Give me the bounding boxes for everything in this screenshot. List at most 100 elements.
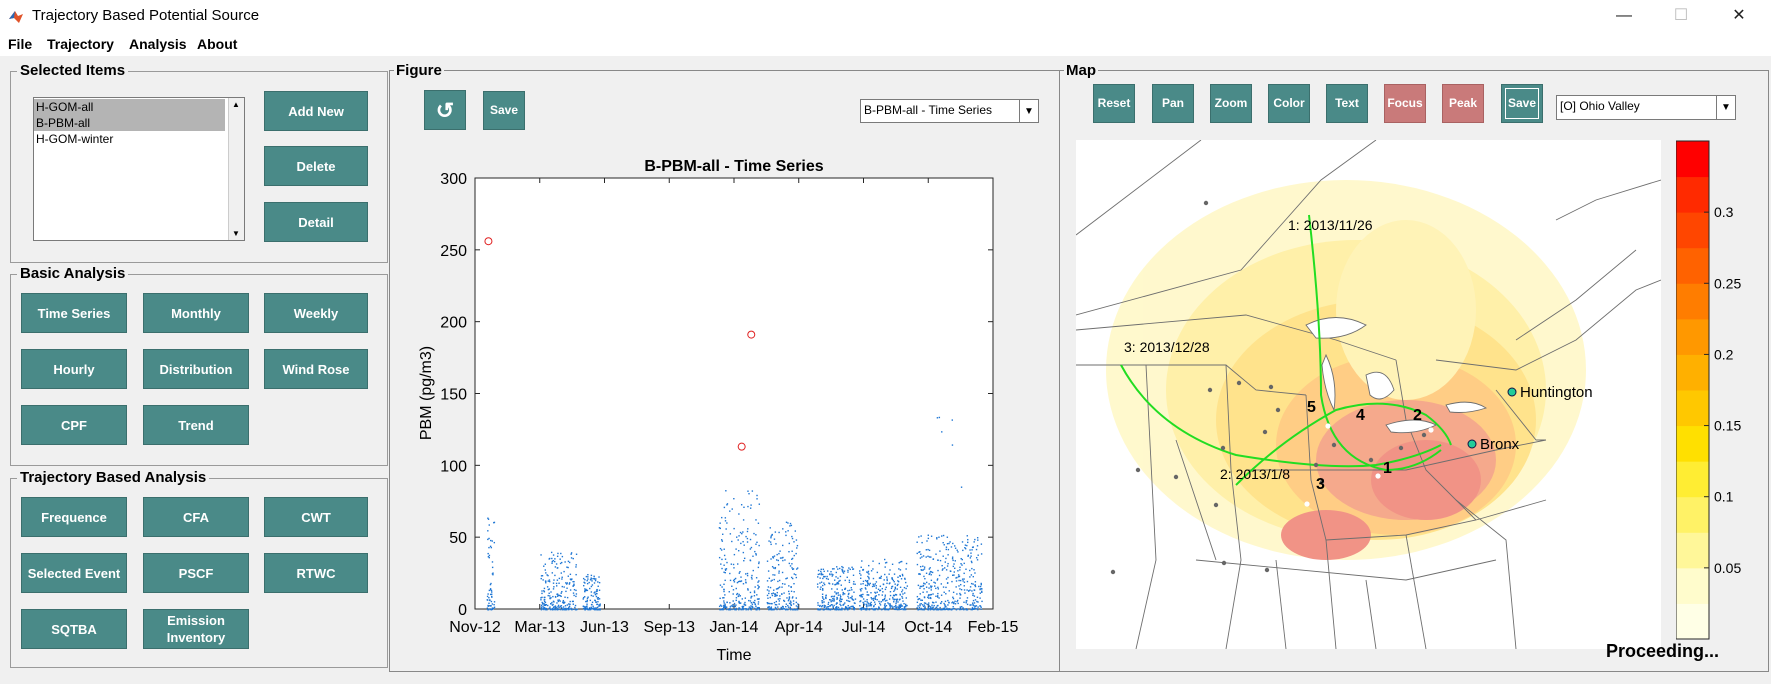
rtwc-button[interactable]: RTWC (264, 553, 368, 593)
data-point (781, 557, 783, 559)
scroll-down-icon[interactable]: ▼ (232, 229, 240, 238)
data-point (923, 608, 926, 611)
data-point (864, 584, 867, 587)
data-point (791, 535, 793, 538)
data-point (817, 608, 819, 610)
data-point (971, 608, 973, 611)
data-point (598, 604, 600, 606)
trend-button[interactable]: Trend (143, 405, 249, 445)
data-point (942, 534, 945, 537)
data-point (860, 566, 862, 568)
list-scrollbar[interactable]: ▲ ▼ (228, 98, 244, 240)
data-point (928, 597, 930, 599)
data-point (732, 579, 735, 582)
peak-label-1: 1 (1383, 460, 1392, 477)
wind-rose-button[interactable]: Wind Rose (264, 349, 368, 389)
map-zoom-button[interactable]: Zoom (1210, 84, 1252, 123)
list-item[interactable]: H-GOM-all (34, 99, 225, 115)
selected-items-list[interactable]: H-GOM-all B-PBM-all H-GOM-winter ▲ ▼ (33, 97, 245, 241)
map-peak-button[interactable]: Peak (1442, 84, 1484, 123)
data-point (733, 605, 735, 607)
data-point (839, 594, 841, 596)
figure-save-button[interactable]: Save (483, 91, 525, 130)
data-point (918, 597, 921, 600)
refresh-button[interactable]: ↺ (424, 90, 466, 130)
data-point (844, 602, 846, 604)
huntington-marker[interactable] (1507, 387, 1517, 397)
maximize-button[interactable]: ☐ (1673, 7, 1689, 24)
cwt-button[interactable]: CWT (264, 497, 368, 537)
data-point (555, 582, 558, 585)
data-point (737, 581, 740, 583)
map-save-button[interactable]: Save (1501, 84, 1543, 123)
data-point (973, 608, 976, 610)
colorbar-cell (1676, 425, 1709, 462)
data-point (866, 604, 868, 606)
list-item[interactable]: H-GOM-winter (36, 132, 114, 146)
data-point (553, 606, 555, 608)
data-point (834, 608, 836, 611)
sqtba-button[interactable]: SQTBA (21, 609, 127, 649)
frequence-button[interactable]: Frequence (21, 497, 127, 537)
data-point (726, 601, 728, 604)
map-focus-button[interactable]: Focus (1384, 84, 1426, 123)
data-point (782, 556, 784, 559)
data-point (934, 607, 937, 609)
data-point (771, 534, 773, 536)
map-text-button[interactable]: Text (1326, 84, 1368, 123)
x-tick-label: Sep-13 (643, 619, 695, 636)
time-series-button[interactable]: Time Series (21, 293, 127, 333)
data-point (755, 554, 757, 556)
minimize-button[interactable]: — (1616, 7, 1632, 24)
data-point (889, 569, 891, 571)
data-point (556, 602, 558, 604)
weekly-button[interactable]: Weekly (264, 293, 368, 333)
menu-file[interactable]: File (8, 36, 33, 52)
emission-inventory-button[interactable]: Emission Inventory (143, 609, 249, 649)
cpf-button[interactable]: CPF (21, 405, 127, 445)
data-point (755, 553, 757, 555)
monthly-button[interactable]: Monthly (143, 293, 249, 333)
scroll-up-icon[interactable]: ▲ (232, 100, 240, 109)
list-item[interactable]: B-PBM-all (34, 115, 225, 131)
data-point (595, 607, 597, 610)
detail-button[interactable]: Detail (264, 202, 368, 242)
x-tick-label: Jun-13 (580, 619, 629, 636)
bronx-marker[interactable] (1467, 439, 1477, 449)
data-point (586, 607, 588, 609)
delete-button[interactable]: Delete (264, 146, 368, 186)
distribution-button[interactable]: Distribution (143, 349, 249, 389)
map-canvas[interactable]: 1: 2013/11/26 2: 2013/1/8 3: 2013/12/28 … (1076, 140, 1661, 649)
data-point (725, 606, 727, 608)
data-point (586, 599, 588, 602)
data-point (557, 600, 560, 603)
selected-event-button[interactable]: Selected Event (21, 553, 127, 593)
menu-analysis[interactable]: Analysis (129, 36, 187, 52)
data-point (842, 572, 845, 574)
data-point (843, 570, 846, 572)
data-point (825, 597, 827, 600)
map-pan-button[interactable]: Pan (1152, 84, 1194, 123)
data-point (860, 594, 863, 596)
map-reset-button[interactable]: Reset (1093, 84, 1135, 123)
data-point (843, 603, 845, 606)
map-color-button[interactable]: Color (1268, 84, 1310, 123)
data-point (943, 607, 946, 609)
data-point (777, 587, 780, 589)
data-point (598, 605, 600, 607)
cfa-button[interactable]: CFA (143, 497, 249, 537)
data-point (569, 603, 571, 606)
hourly-button[interactable]: Hourly (21, 349, 127, 389)
peak-label-4: 4 (1356, 407, 1365, 424)
close-button[interactable]: ✕ (1732, 7, 1746, 24)
data-point (727, 608, 730, 611)
pscf-button[interactable]: PSCF (143, 553, 249, 593)
menu-about[interactable]: About (197, 36, 238, 52)
data-point (916, 607, 918, 609)
data-point (749, 548, 752, 550)
figure-view-dropdown[interactable]: B-PBM-all - Time Series ▼ (860, 99, 1039, 123)
data-point (930, 589, 932, 591)
region-dropdown[interactable]: [O] Ohio Valley ▼ (1556, 95, 1736, 120)
add-new-button[interactable]: Add New (264, 91, 368, 131)
menu-trajectory[interactable]: Trajectory (47, 36, 114, 52)
